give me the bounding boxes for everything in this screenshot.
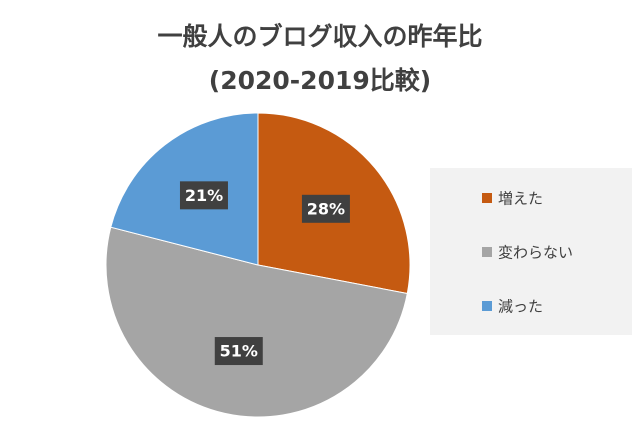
data-label-box (179, 181, 228, 210)
data-label-box (301, 194, 350, 223)
chart-subtitle: (2020-2019比較) (209, 66, 431, 95)
legend-label: 変わらない (498, 244, 573, 262)
legend-swatch (482, 193, 492, 203)
data-label: 21% (185, 186, 223, 205)
legend-label: 増えた (498, 190, 543, 208)
legend-swatch (482, 247, 492, 257)
data-label: 28% (307, 199, 345, 218)
legend-label: 減った (498, 298, 543, 316)
data-label: 51% (220, 342, 258, 361)
data-label-box (214, 337, 263, 366)
legend-box (430, 168, 632, 335)
chart-title: 一般人のブログ収入の昨年比 (157, 22, 482, 51)
legend-swatch (482, 301, 492, 311)
pie-slice (105, 226, 408, 418)
